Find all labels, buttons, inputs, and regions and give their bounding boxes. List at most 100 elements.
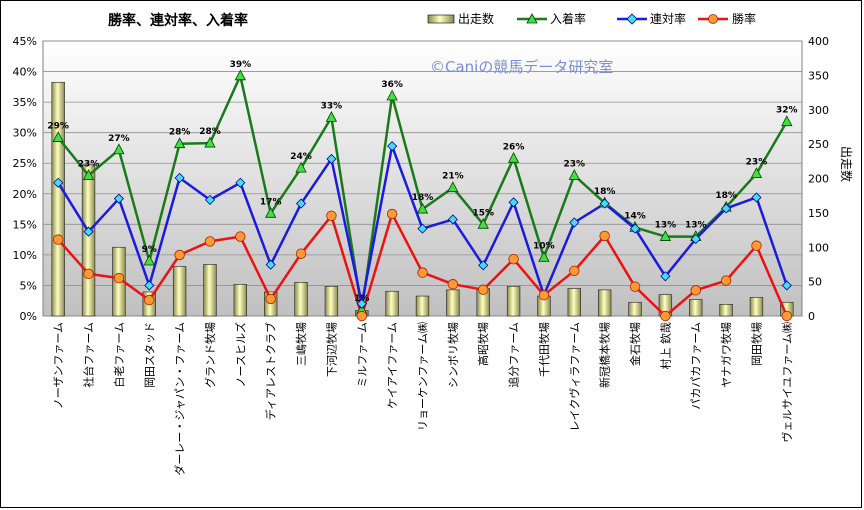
data-point-win	[356, 310, 367, 322]
data-label: 18%	[594, 187, 616, 197]
data-point-win	[660, 310, 671, 322]
data-point-rentai	[569, 217, 580, 228]
data-label: 23%	[78, 159, 100, 169]
data-point-win	[144, 294, 155, 306]
data-label: 18%	[715, 191, 737, 201]
y-tick-label: 0%	[20, 310, 37, 323]
y2-tick-label: 250	[808, 138, 829, 151]
data-point-rentai	[690, 233, 701, 245]
y-tick-label: 25%	[13, 157, 37, 170]
data-point-win	[690, 285, 701, 296]
x-tick-label: ノースヒルズ	[233, 322, 247, 387]
data-point-entry	[265, 206, 277, 218]
data-point-win	[599, 230, 610, 242]
data-label: 1%	[354, 294, 369, 304]
x-tick-label: ミルファーム	[356, 322, 369, 388]
x-tick-label: 下河辺牧場	[324, 322, 338, 377]
data-point-rentai	[295, 198, 307, 209]
data-point-rentai	[113, 193, 124, 204]
legend-label-win: 勝率	[732, 11, 756, 26]
data-point-entry	[143, 254, 155, 266]
chart-title: 勝率、連対率、入着率	[108, 12, 248, 29]
x-tick-label: 村上 欽哉	[658, 322, 672, 370]
legend-marker-entry	[526, 13, 538, 24]
legend-marker-rentai	[626, 13, 638, 25]
data-label: 36%	[381, 80, 403, 90]
data-label: 23%	[746, 158, 768, 168]
data-point-rentai	[356, 298, 367, 309]
data-point-rentai	[478, 260, 489, 271]
data-point-win	[265, 293, 276, 305]
bar	[567, 288, 581, 317]
y2-axis-label: 出走数	[839, 146, 854, 182]
legend-label-rentai: 連対率	[650, 11, 686, 26]
y2-tick-label: 100	[808, 241, 829, 254]
data-point-win	[113, 272, 125, 284]
y2-tick-label: 300	[808, 104, 829, 117]
data-point-entry	[234, 69, 247, 81]
bar	[294, 282, 308, 317]
data-label: 28%	[169, 128, 191, 138]
x-tick-label: 追分ファーム	[507, 322, 521, 388]
data-point-rentai	[660, 271, 671, 282]
watermark: ©Caniの競馬データ研究室	[430, 58, 613, 76]
data-point-win	[781, 310, 793, 322]
data-point-win	[417, 267, 428, 278]
x-tick-label: ダーレー・ジャパン・ファーム	[173, 322, 187, 476]
x-tick-label: シンボリ牧場	[446, 322, 460, 388]
y2-tick-label: 400	[808, 35, 829, 48]
bar	[506, 286, 521, 317]
x-tick-label: ノーザンファーム	[52, 322, 65, 409]
data-label: 29%	[47, 122, 69, 132]
bar	[446, 289, 460, 317]
data-label: 17%	[260, 197, 282, 207]
y2-tick-label: 150	[808, 207, 829, 220]
data-point-entry	[538, 250, 550, 262]
data-point-rentai	[265, 259, 276, 270]
data-point-rentai	[417, 223, 428, 234]
data-point-rentai	[629, 223, 641, 234]
data-point-entry	[113, 143, 125, 155]
data-point-win	[629, 281, 641, 292]
data-point-rentai	[204, 194, 216, 205]
y-tick-label: 5%	[20, 279, 37, 292]
bar	[233, 284, 248, 317]
bar	[203, 264, 217, 317]
data-point-win	[83, 268, 94, 280]
data-point-win	[447, 279, 459, 290]
x-tick-label: 三嶋牧場	[294, 322, 308, 366]
data-point-entry	[325, 111, 338, 122]
data-point-entry	[82, 169, 95, 180]
data-point-win	[720, 275, 732, 286]
x-tick-label: ディアレストクラブ	[264, 322, 278, 420]
data-point-entry	[295, 161, 307, 173]
data-point-rentai	[83, 226, 94, 237]
x-tick-label: パカパカファーム	[690, 322, 703, 410]
x-tick-label: 白老ファーム	[112, 322, 126, 388]
data-point-rentai	[174, 172, 185, 183]
y2-tick-label: 0	[808, 310, 815, 323]
data-label: 14%	[624, 211, 646, 221]
y2-tick-label: 350	[808, 69, 829, 82]
x-tick-label: グランド牧場	[203, 322, 217, 388]
x-tick-label: ヤナガワ牧場	[719, 322, 733, 388]
x-tick-label: 社台ファーム	[82, 322, 96, 388]
data-point-rentai	[144, 280, 155, 291]
data-label: 27%	[108, 134, 130, 144]
data-point-win	[204, 236, 216, 247]
data-label: 13%	[685, 221, 707, 231]
legend-swatch-bar	[427, 14, 455, 24]
data-label: 10%	[533, 241, 555, 251]
x-tick-label: リョーケンファーム㈱	[417, 322, 430, 431]
data-point-entry	[507, 151, 520, 163]
data-label: 32%	[776, 106, 798, 116]
y-tick-label: 35%	[13, 96, 37, 109]
data-point-rentai	[387, 141, 398, 152]
data-point-win	[508, 253, 519, 265]
data-point-rentai	[447, 214, 458, 225]
y-tick-label: 20%	[13, 188, 37, 201]
data-point-win	[478, 284, 489, 295]
data-label: 15%	[472, 208, 494, 218]
legend: 出走数 入着率 連対率 勝率	[427, 11, 756, 26]
